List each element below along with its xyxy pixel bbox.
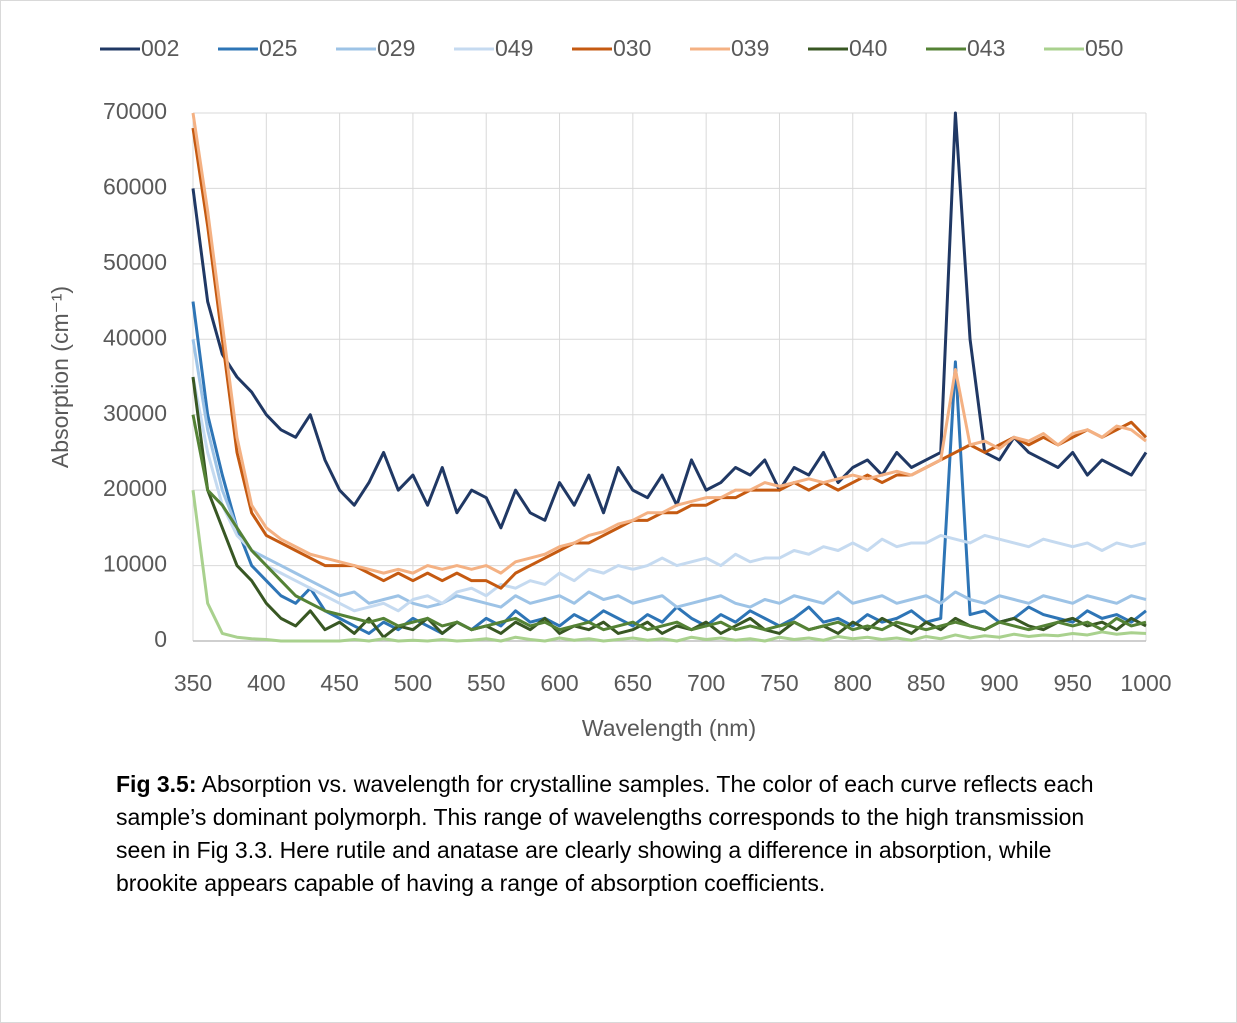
x-tick-label: 350 (174, 670, 212, 696)
legend-label: 029 (377, 35, 415, 61)
legend-label: 025 (259, 35, 297, 61)
x-tick-label: 500 (394, 670, 432, 696)
caption: Fig 3.5: Absorption vs. wavelength for c… (116, 768, 1136, 900)
x-tick-label: 550 (467, 670, 505, 696)
x-tick-label: 750 (760, 670, 798, 696)
legend-label: 040 (849, 35, 887, 61)
y-tick-label: 50000 (103, 249, 167, 275)
x-tick-label: 700 (687, 670, 725, 696)
x-tick-label: 950 (1054, 670, 1092, 696)
x-tick-label: 850 (907, 670, 945, 696)
y-tick-label: 40000 (103, 324, 167, 350)
caption-text: Absorption vs. wavelength for crystallin… (116, 771, 1094, 896)
legend-label: 030 (613, 35, 651, 61)
x-tick-label: 650 (614, 670, 652, 696)
y-axis-title: Absorption (cm⁻¹) (47, 286, 73, 468)
series-line (191, 127, 1148, 590)
caption-label: Fig 3.5: (116, 771, 197, 797)
series-line (191, 489, 1147, 643)
y-tick-label: 30000 (103, 400, 167, 426)
series-line (191, 301, 1147, 635)
y-tick-label: 70000 (103, 98, 167, 124)
x-tick-label: 900 (980, 670, 1018, 696)
x-tick-label: 800 (834, 670, 872, 696)
series-line (191, 414, 1147, 632)
legend-label: 050 (1085, 35, 1123, 61)
series-line (191, 111, 1148, 530)
series-line (191, 376, 1147, 613)
legend-label: 002 (141, 35, 179, 61)
legend-label: 043 (967, 35, 1005, 61)
chart: Absorption (cm⁻¹) Wavelength (nm) 010000… (47, 35, 1172, 741)
x-tick-label: 400 (247, 670, 285, 696)
legend-label: 039 (731, 35, 769, 61)
x-tick-label: 600 (540, 670, 578, 696)
series-line (191, 339, 1147, 609)
y-tick-label: 20000 (103, 475, 167, 501)
x-tick-label: 1000 (1120, 670, 1171, 696)
y-tick-label: 10000 (103, 551, 167, 577)
x-axis-title: Wavelength (nm) (582, 715, 756, 741)
y-tick-label: 60000 (103, 174, 167, 200)
legend-label: 049 (495, 35, 533, 61)
y-tick-label: 0 (154, 626, 167, 652)
series-line (191, 112, 1147, 575)
x-tick-label: 450 (320, 670, 358, 696)
